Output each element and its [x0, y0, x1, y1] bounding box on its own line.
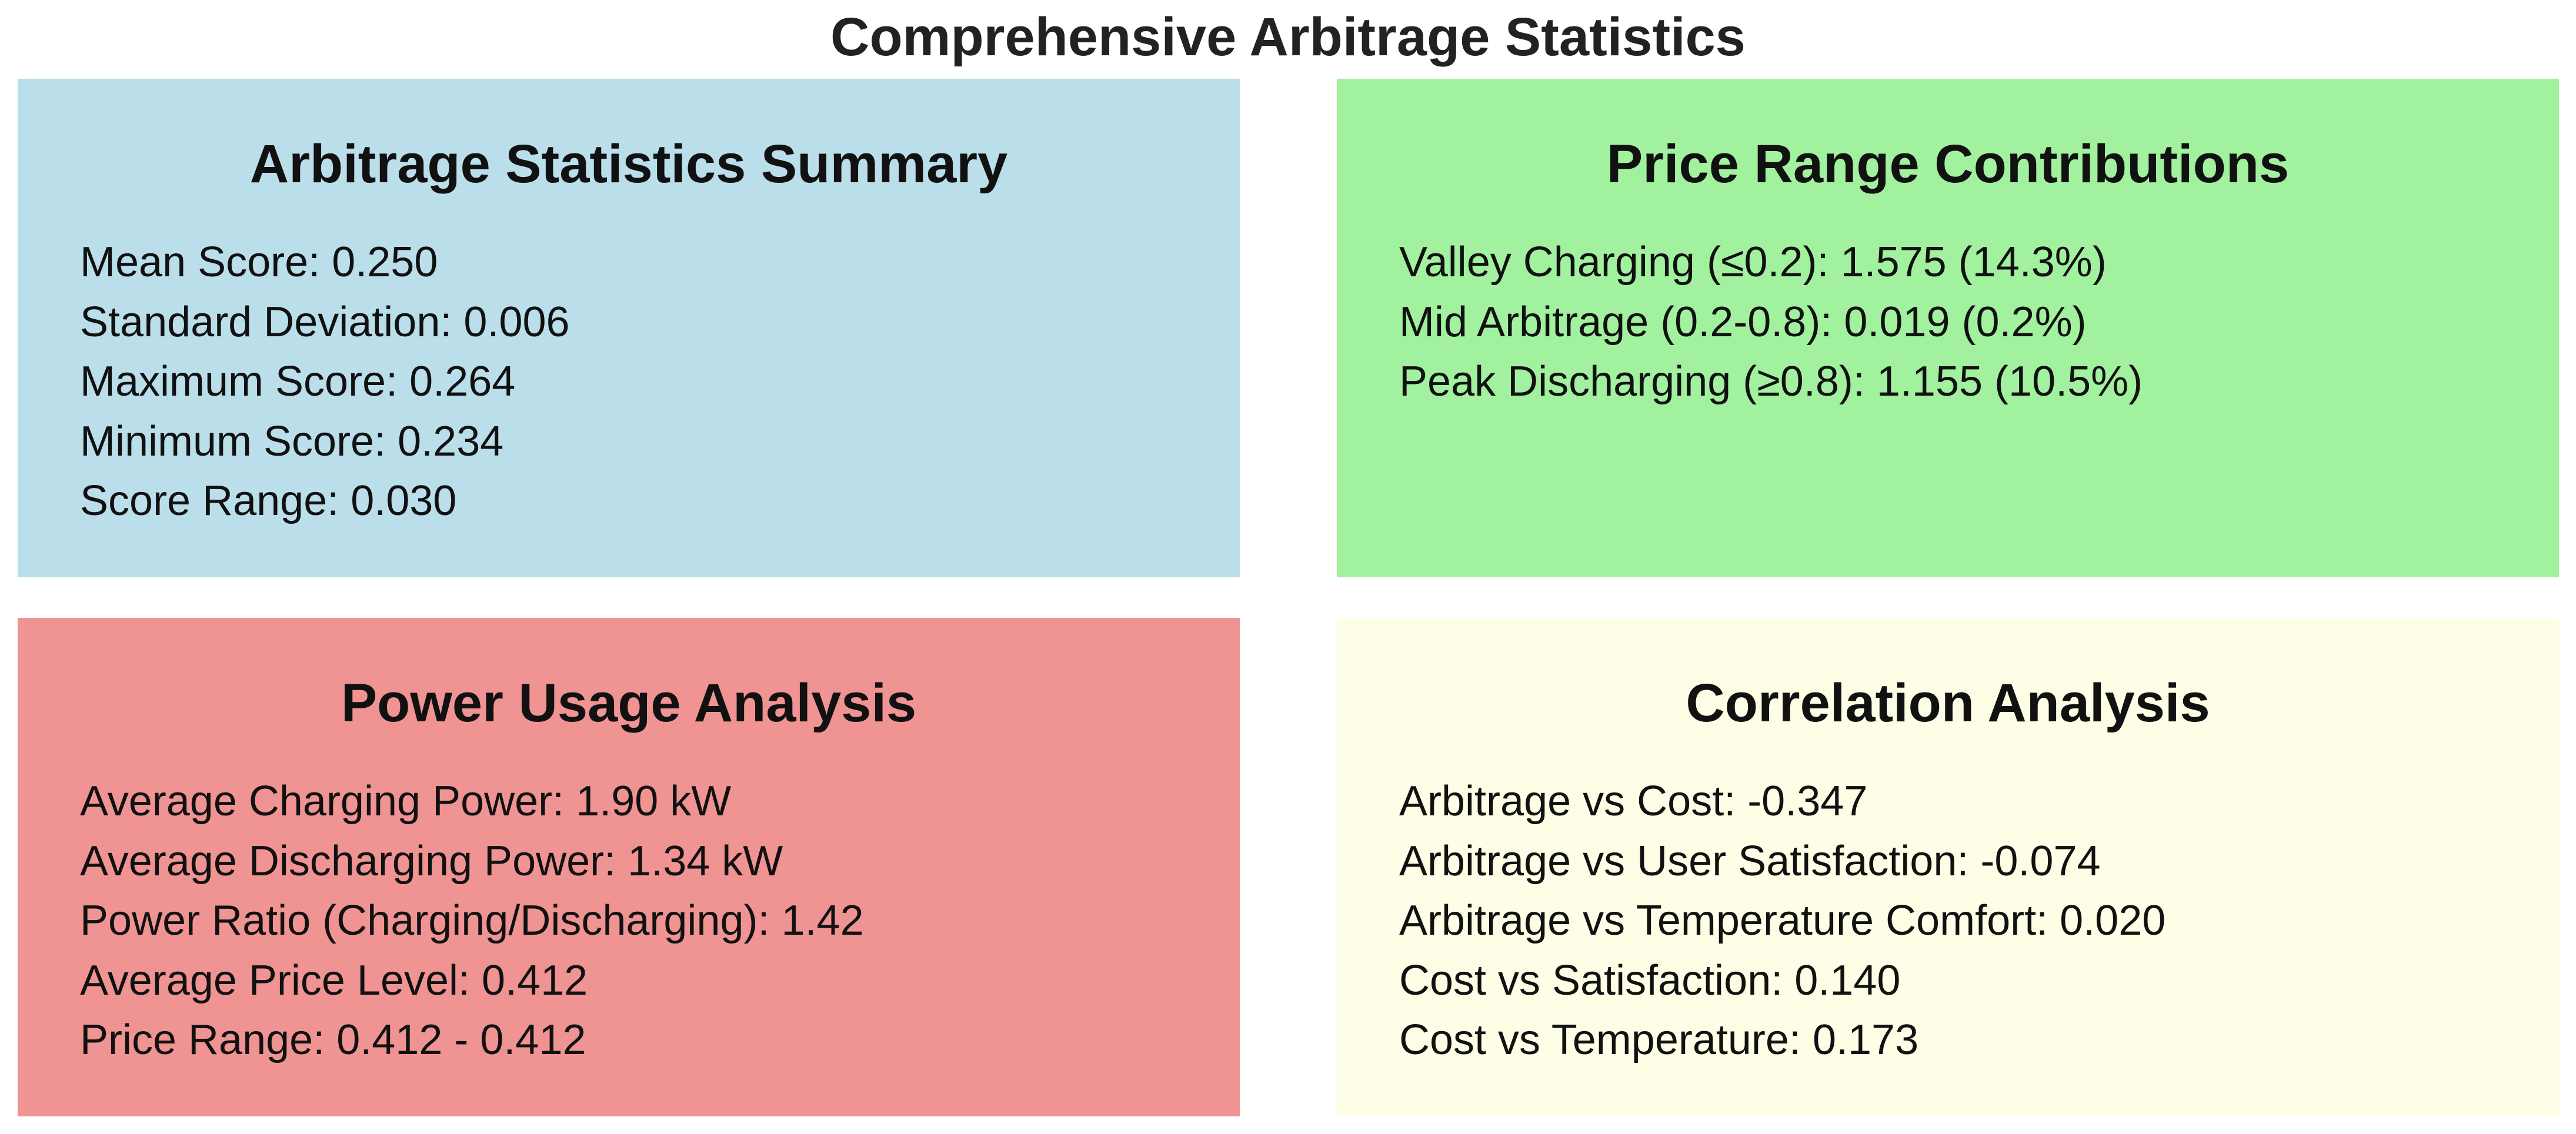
stat-line-valley-charging: Valley Charging (≤0.2): 1.575 (14.3%) [1399, 239, 2107, 286]
stat-line-arbitrage-vs-cost: Arbitrage vs Cost: -0.347 [1399, 778, 1868, 825]
stat-line-average-price-level: Average Price Level: 0.412 [80, 956, 588, 1004]
panel-title: Arbitrage Statistics Summary [249, 134, 1008, 194]
stat-line-standard-deviation: Standard Deviation: 0.006 [80, 298, 570, 346]
stat-line-average-discharging-power: Average Discharging Power: 1.34 kW [80, 837, 783, 885]
price-range-contributions-panel: Price Range Contributions Valley Chargin… [1337, 79, 2559, 577]
correlation-analysis-panel: Correlation Analysis Arbitrage vs Cost: … [1337, 618, 2559, 1116]
stat-list: Valley Charging (≤0.2): 1.575 (14.3%) Mi… [1399, 233, 2143, 412]
stat-line-minimum-score: Minimum Score: 0.234 [80, 417, 504, 465]
panel-title: Correlation Analysis [1686, 673, 2210, 733]
stat-line-peak-discharging: Peak Discharging (≥0.8): 1.155 (10.5%) [1399, 358, 2143, 405]
panel-title: Price Range Contributions [1606, 134, 2290, 194]
stat-line-score-range: Score Range: 0.030 [80, 477, 457, 524]
stat-line-arbitrage-vs-temperature-comfort: Arbitrage vs Temperature Comfort: 0.020 [1399, 897, 2166, 944]
arbitrage-statistics-summary-panel: Arbitrage Statistics Summary Mean Score:… [18, 79, 1240, 577]
stat-line-maximum-score: Maximum Score: 0.264 [80, 358, 516, 405]
stat-list: Mean Score: 0.250 Standard Deviation: 0.… [80, 233, 570, 531]
stat-line-average-charging-power: Average Charging Power: 1.90 kW [80, 778, 732, 825]
stat-line-arbitrage-vs-user-satisfaction: Arbitrage vs User Satisfaction: -0.074 [1399, 837, 2101, 885]
stat-line-mid-arbitrage: Mid Arbitrage (0.2-0.8): 0.019 (0.2%) [1399, 298, 2087, 346]
stat-line-price-range: Price Range: 0.412 - 0.412 [80, 1016, 586, 1063]
stat-line-cost-vs-satisfaction: Cost vs Satisfaction: 0.140 [1399, 956, 1901, 1004]
page-title: Comprehensive Arbitrage Statistics [830, 7, 1746, 67]
stat-line-power-ratio: Power Ratio (Charging/Discharging): 1.42 [80, 897, 864, 944]
stat-line-mean-score: Mean Score: 0.250 [80, 239, 438, 286]
power-usage-analysis-panel: Power Usage Analysis Average Charging Po… [18, 618, 1240, 1116]
stat-line-cost-vs-temperature: Cost vs Temperature: 0.173 [1399, 1016, 1919, 1063]
stat-list: Arbitrage vs Cost: -0.347 Arbitrage vs U… [1399, 772, 2165, 1071]
stat-list: Average Charging Power: 1.90 kW Average … [80, 772, 864, 1071]
panel-title: Power Usage Analysis [341, 673, 917, 733]
